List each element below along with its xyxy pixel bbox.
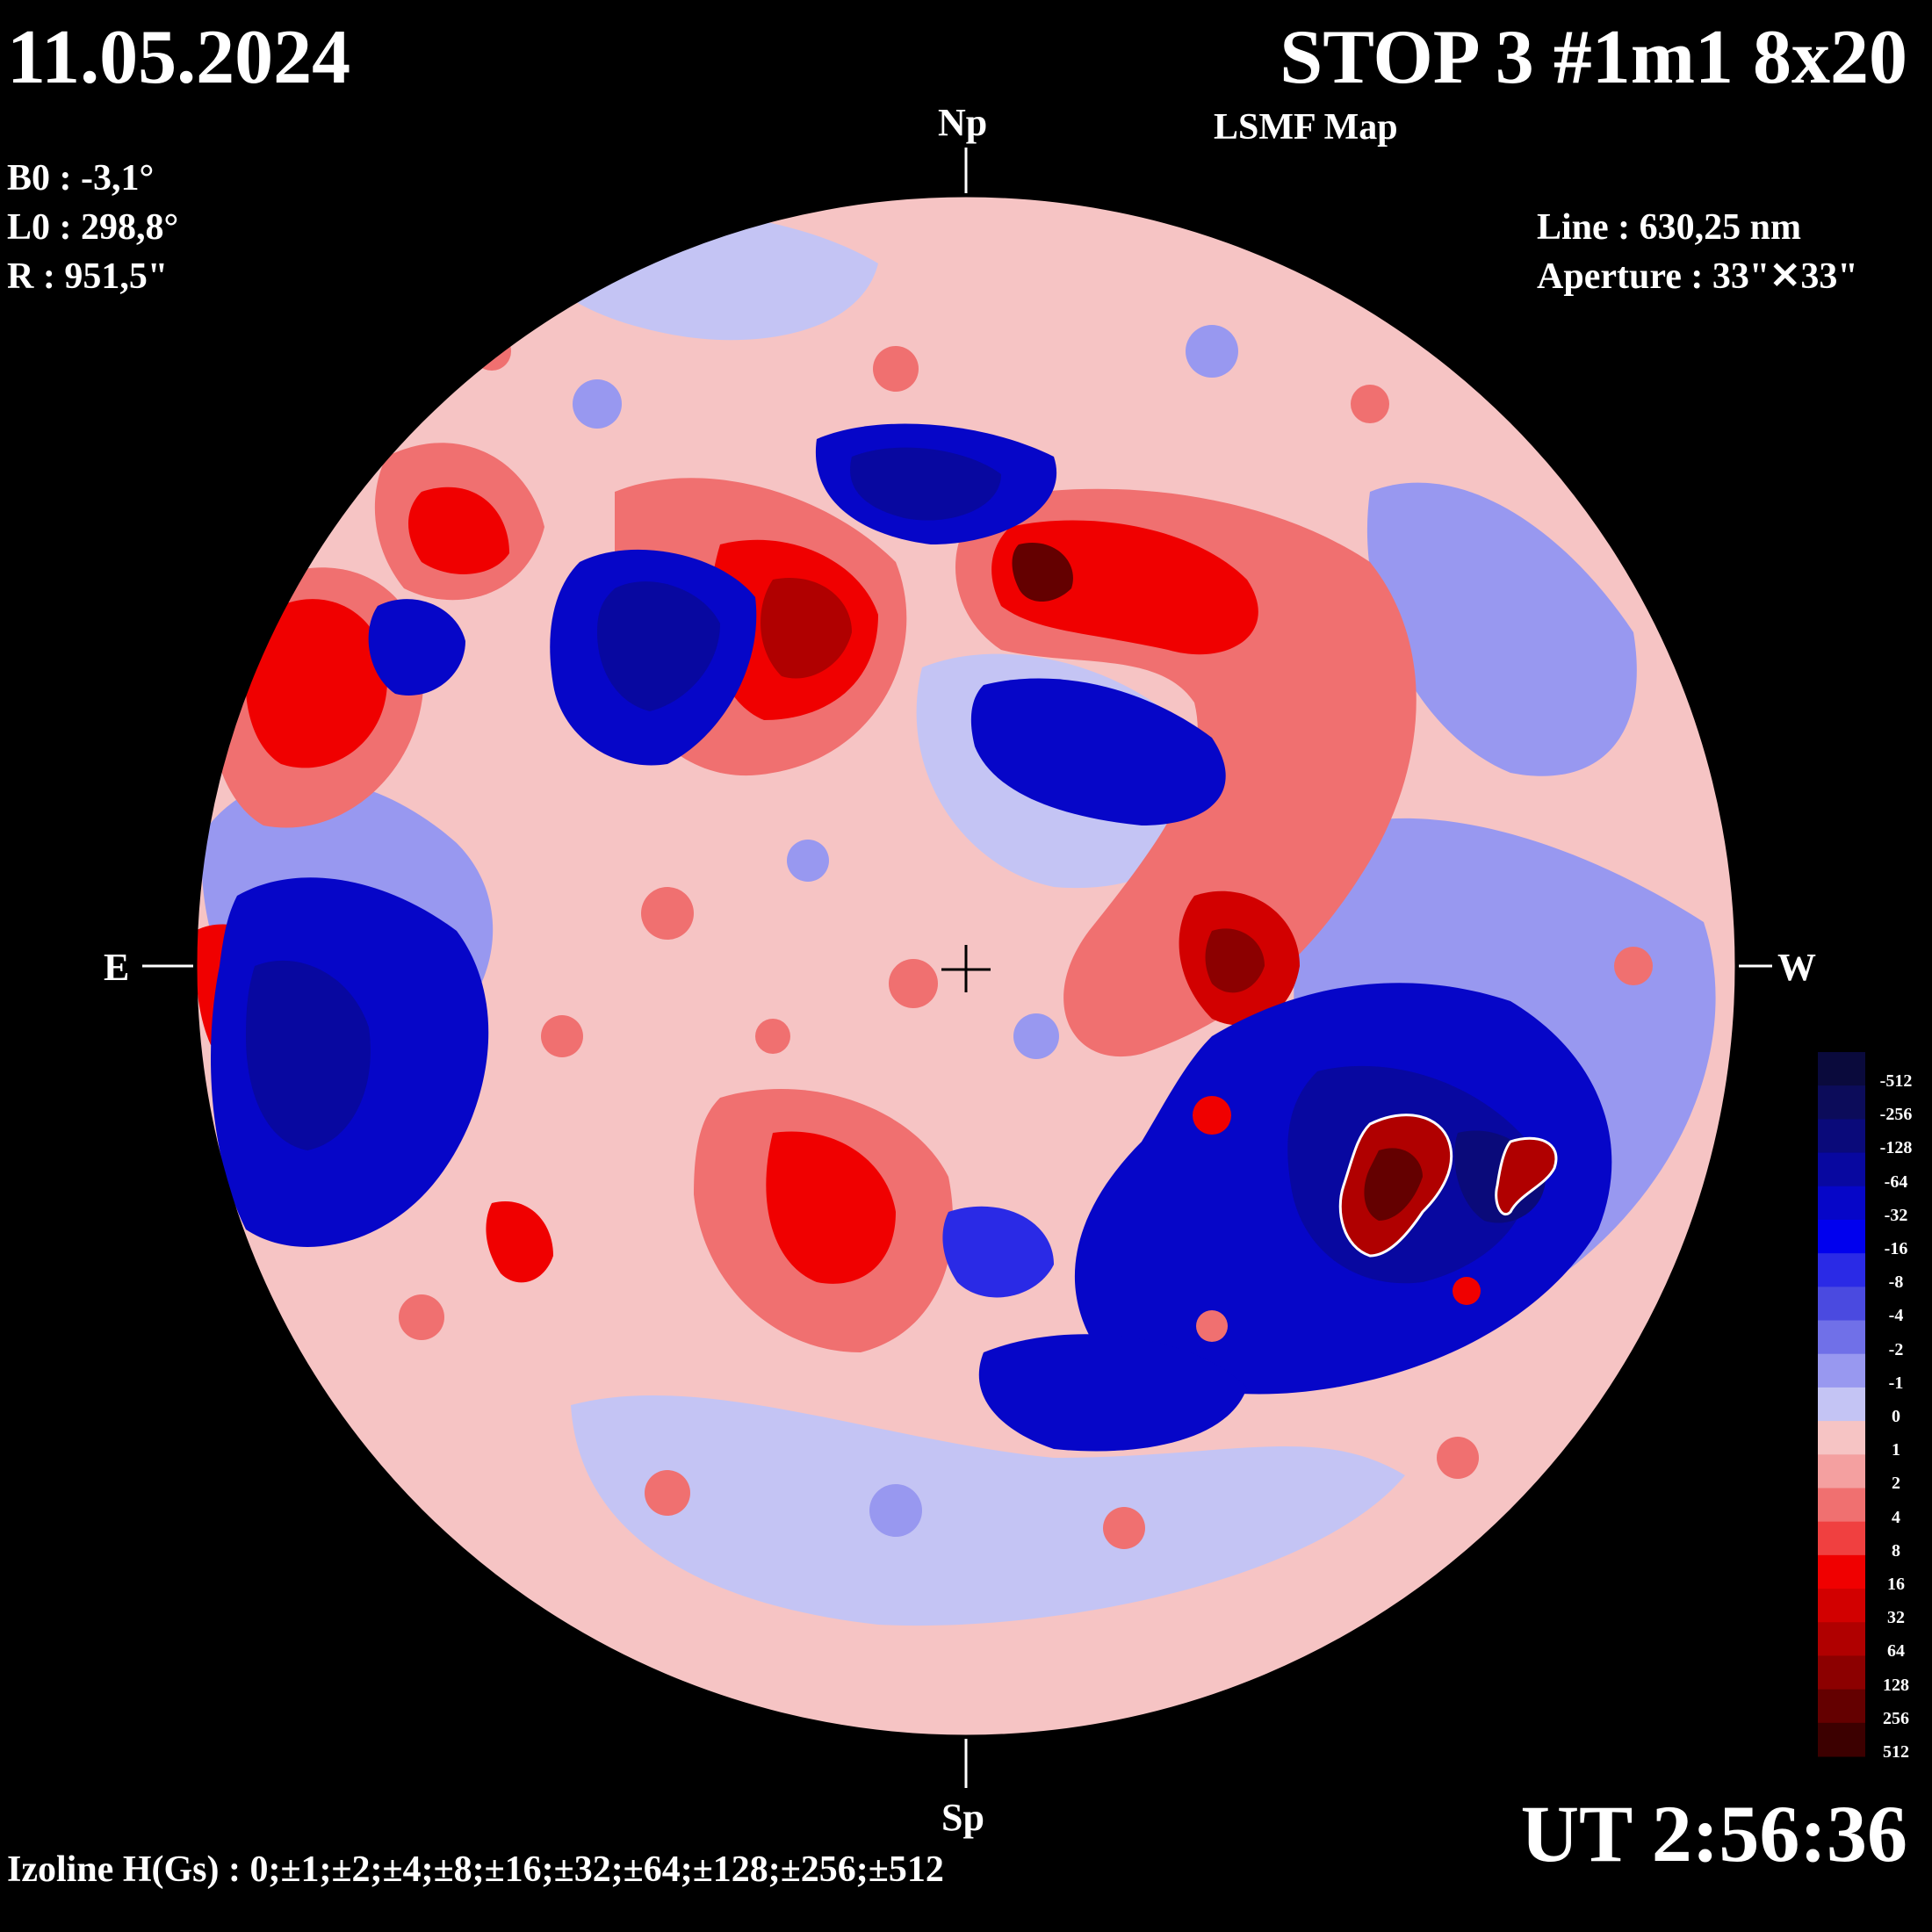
colorbar-label: -512	[1879, 1071, 1913, 1092]
colorbar	[1818, 1052, 1865, 1757]
map-title: STOP 3 #1m1 8x20	[1280, 15, 1907, 100]
l0-value: L0 : 298,8°	[7, 207, 179, 248]
colorbar-swatch	[1818, 1521, 1865, 1556]
axis-ticks	[142, 148, 1772, 1788]
colorbar-label: 4	[1892, 1507, 1900, 1527]
colorbar-label: 0	[1892, 1407, 1900, 1426]
colorbar-label: -16	[1884, 1239, 1908, 1259]
colorbar-swatch	[1818, 1722, 1865, 1757]
b0-value: B0 : -3,1°	[7, 158, 155, 198]
colorbar-swatch	[1818, 1152, 1865, 1187]
colorbar-label: -8	[1888, 1272, 1904, 1293]
colorbar-label: 64	[1887, 1641, 1905, 1662]
colorbar-swatch	[1818, 1253, 1865, 1287]
radius-value: R : 951,5"	[7, 256, 169, 297]
colorbar-swatch	[1818, 1119, 1865, 1154]
colorbar-label: -64	[1884, 1171, 1908, 1192]
colorbar-label: -32	[1884, 1205, 1908, 1225]
ut-time: UT 2:56:36	[1520, 1789, 1907, 1878]
colorbar-label: -128	[1879, 1138, 1913, 1158]
colorbar-swatch	[1818, 1589, 1865, 1623]
colorbar-label: 1	[1892, 1440, 1900, 1460]
colorbar-swatch	[1818, 1085, 1865, 1120]
colorbar-label: 2	[1892, 1474, 1900, 1494]
colorbar-label: 8	[1892, 1540, 1900, 1561]
colorbar-label: 32	[1887, 1608, 1905, 1628]
colorbar-label: -2	[1888, 1339, 1904, 1359]
colorbar-swatch	[1818, 1655, 1865, 1690]
colorbar-label: 16	[1887, 1574, 1905, 1594]
colorbar-label: 256	[1883, 1708, 1909, 1728]
east-label: E	[104, 946, 130, 989]
colorbar-swatch	[1818, 1554, 1865, 1590]
map-subtitle: LSMF Map	[1214, 107, 1398, 148]
colorbar-label: 512	[1883, 1741, 1909, 1762]
colorbar-swatch	[1818, 1454, 1865, 1489]
line-value: Line : 630,25 nm	[1537, 207, 1802, 248]
colorbar-swatch	[1818, 1186, 1865, 1221]
colorbar-swatch	[1818, 1287, 1865, 1322]
south-label: Sp	[941, 1796, 984, 1839]
north-label: Np	[938, 101, 988, 144]
center-crosshair	[941, 945, 991, 992]
colorbar-label: -1	[1888, 1373, 1904, 1393]
colorbar-swatch	[1818, 1387, 1865, 1422]
colorbar-swatch	[1818, 1052, 1865, 1086]
colorbar-label: -4	[1888, 1306, 1904, 1326]
colorbar-swatch	[1818, 1622, 1865, 1656]
colorbar-label: -256	[1879, 1105, 1913, 1125]
colorbar-swatch	[1818, 1421, 1865, 1455]
colorbar-swatch	[1818, 1219, 1865, 1254]
observation-date: 11.05.2024	[7, 15, 351, 100]
colorbar-swatch	[1818, 1353, 1865, 1388]
west-label: W	[1777, 946, 1816, 989]
colorbar-swatch	[1818, 1689, 1865, 1724]
colorbar-swatch	[1818, 1320, 1865, 1355]
colorbar-swatch	[1818, 1488, 1865, 1523]
izoline-legend: Izoline H(Gs) : 0;±1;±2;±4;±8;±16;±32;±6…	[7, 1849, 944, 1890]
aperture-value: Aperture : 33"✕33"	[1537, 256, 1858, 297]
colorbar-label: 128	[1883, 1675, 1909, 1695]
